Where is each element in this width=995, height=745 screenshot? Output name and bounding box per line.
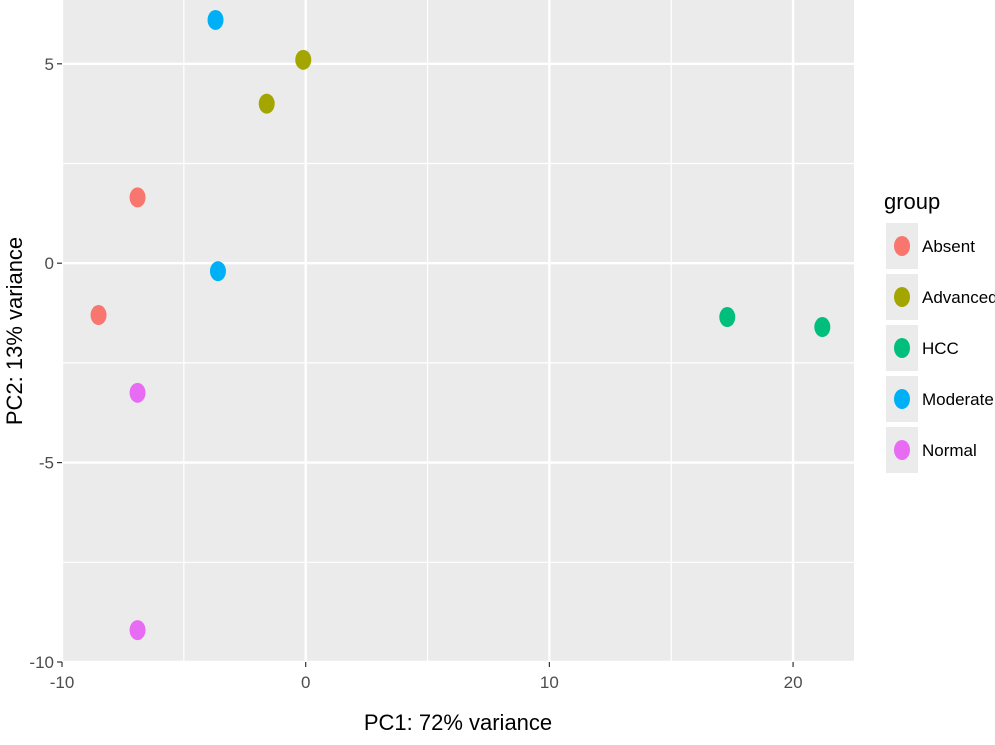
legend-label: Moderate (922, 390, 994, 409)
legend: group Absent Advanced HCC Moderate Normal (884, 189, 995, 473)
x-tick-label: -10 (50, 673, 75, 692)
data-point-moderate (209, 261, 226, 282)
x-tick-label: 10 (540, 673, 559, 692)
y-tick-label: -10 (29, 653, 54, 672)
legend-items: Absent Advanced HCC Moderate Normal (886, 223, 995, 473)
data-point-absent (90, 305, 107, 326)
legend-title: group (884, 189, 940, 214)
legend-item-absent: Absent (886, 223, 975, 269)
y-tick-label: 0 (45, 254, 54, 273)
plot-panel (62, 0, 854, 662)
x-tick-label: 20 (784, 673, 803, 692)
data-point-hcc (719, 307, 736, 328)
legend-item-normal: Normal (886, 427, 977, 473)
x-axis-ticks: -10 0 10 20 (50, 662, 803, 692)
legend-item-moderate: Moderate (886, 376, 994, 422)
y-axis-ticks: -10 -5 0 5 (29, 55, 62, 672)
legend-label: HCC (922, 339, 959, 358)
y-axis-title: PC2: 13% variance (2, 237, 27, 425)
data-points (90, 9, 831, 641)
data-point-hcc (814, 317, 831, 338)
x-axis-title: PC1: 72% variance (364, 710, 552, 735)
legend-label: Advanced (922, 288, 995, 307)
legend-swatch (894, 440, 910, 460)
y-tick-label: 5 (45, 55, 54, 74)
data-point-normal (129, 620, 146, 641)
legend-swatch (894, 338, 910, 358)
grid-minor (62, 0, 854, 662)
data-point-normal (129, 382, 146, 403)
data-point-moderate (207, 9, 224, 30)
legend-label: Normal (922, 441, 977, 460)
legend-item-hcc: HCC (886, 325, 959, 371)
legend-swatch (894, 389, 910, 409)
legend-label: Absent (922, 237, 975, 256)
data-point-advanced (258, 93, 275, 114)
y-tick-label: -5 (39, 454, 54, 473)
data-point-advanced (295, 49, 312, 70)
grid-major (60, 0, 854, 664)
legend-swatch (894, 287, 910, 307)
x-tick-label: 0 (301, 673, 310, 692)
legend-item-advanced: Advanced (886, 274, 995, 320)
data-point-absent (129, 187, 146, 208)
legend-swatch (894, 236, 910, 256)
